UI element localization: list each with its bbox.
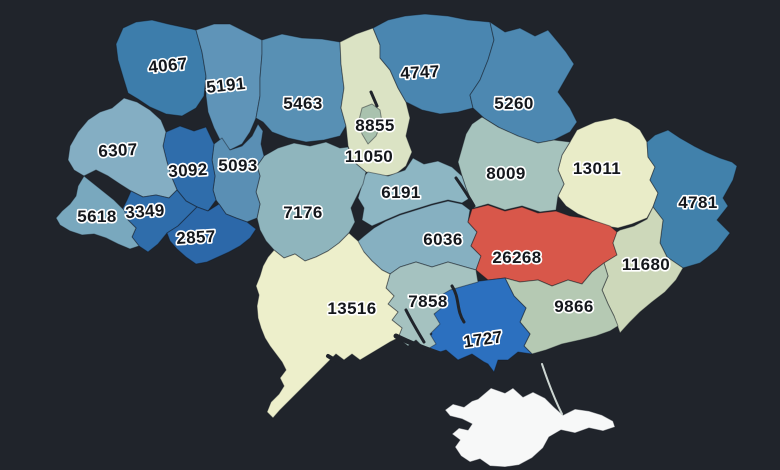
region-zhytomyr[interactable] [255, 33, 347, 143]
arabat-spit-line [541, 363, 563, 415]
dnieper-river-mid [454, 176, 476, 208]
kyiv-reservoir [369, 90, 379, 108]
region-kyiv-city[interactable] [358, 103, 383, 145]
region-rivne[interactable] [195, 23, 263, 151]
buh-estuary [404, 308, 426, 344]
region-donetsk[interactable] [601, 206, 684, 334]
region-chernivtsi[interactable] [166, 203, 257, 265]
region-cherkasy[interactable] [357, 157, 471, 227]
dnieper-estuary [393, 333, 449, 359]
dniester-estuary [326, 354, 354, 370]
region-zakarpattia[interactable] [55, 175, 140, 250]
region-luhansk[interactable] [646, 129, 738, 269]
region-volyn[interactable] [115, 19, 207, 117]
region-sumy[interactable] [469, 21, 578, 144]
dnieper-river-south [450, 284, 466, 324]
region-poltava[interactable] [457, 116, 571, 213]
region-crimea[interactable] [444, 387, 616, 468]
